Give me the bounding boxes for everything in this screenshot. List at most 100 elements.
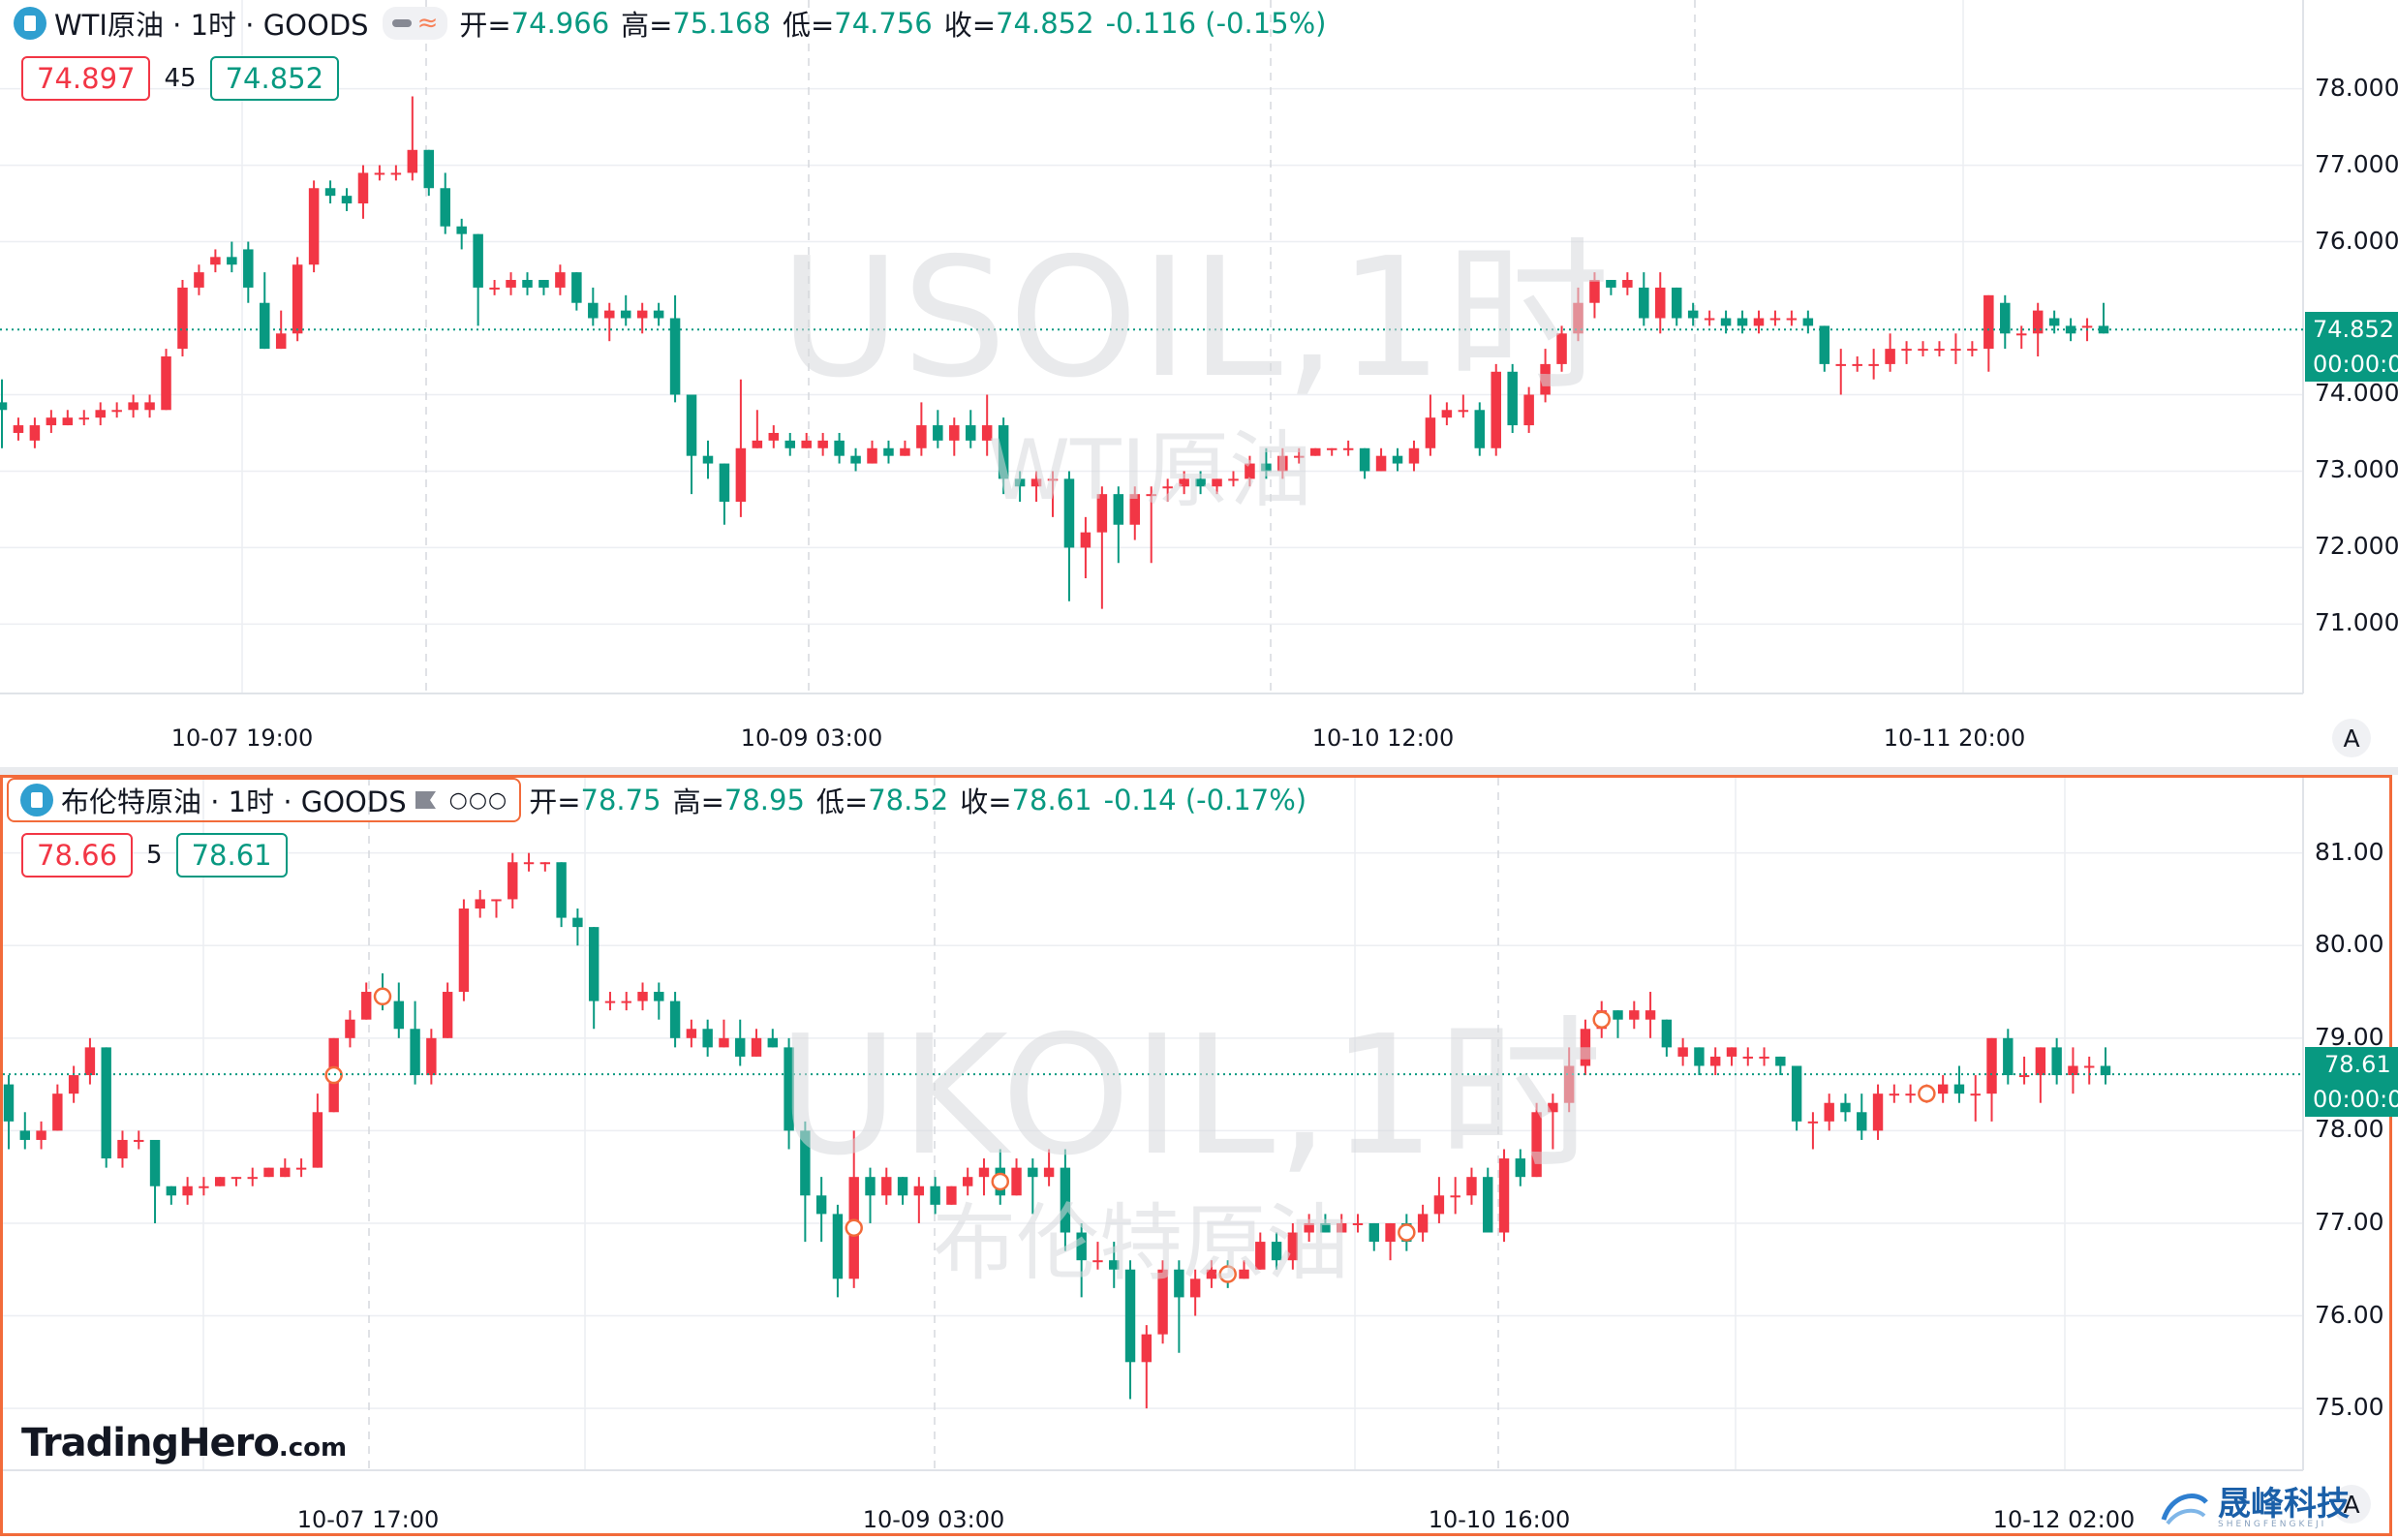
candle-body <box>1124 1269 1136 1363</box>
candle-body <box>539 862 551 865</box>
candle-body <box>538 280 549 288</box>
brent-symbol-title[interactable]: 布伦特原油 · 1时 · GOODS <box>61 785 407 818</box>
candle-body <box>897 1177 908 1196</box>
candle <box>2003 1029 2014 1085</box>
brent-chart-pane[interactable]: UKOIL,1时 布伦特原油 布伦特原油 · 1时 · GOODS ○○○ 开=… <box>0 775 2398 1536</box>
buy-price-button[interactable]: 74.852 <box>209 56 340 101</box>
candle-body <box>1523 394 1534 426</box>
candle-body <box>1474 410 1486 448</box>
wti-symbol-title[interactable]: WTI原油 · 1时 · GOODS <box>54 9 369 42</box>
flag-icon[interactable] <box>413 788 440 812</box>
low-label: 低= <box>782 9 835 42</box>
price-tick-label: 74.000 <box>2315 379 2398 408</box>
candle <box>507 852 518 909</box>
candle-body <box>1063 478 1075 548</box>
candle <box>1195 471 1206 495</box>
wave-icon[interactable]: ≈ <box>416 9 439 38</box>
candle-body <box>1392 455 1403 464</box>
sell-price-button[interactable]: 74.897 <box>21 56 151 101</box>
candle <box>177 280 188 356</box>
auto-scale-button[interactable]: A <box>2332 719 2371 757</box>
candle-body <box>1342 447 1354 450</box>
high-value: 75.168 <box>672 7 771 40</box>
candle <box>588 927 600 1030</box>
candle-body <box>1629 1010 1640 1020</box>
candle <box>1970 1075 1981 1122</box>
brent-candlestick-chart[interactable] <box>3 778 2389 1533</box>
candle <box>1742 1047 1753 1066</box>
candle-body <box>456 226 467 234</box>
wti-legend: WTI原油 · 1时 · GOODS ≈ 开= 74.966 高= 75.168 低… <box>14 2 1326 45</box>
candle <box>1491 363 1501 456</box>
candle <box>1047 471 1059 517</box>
candle <box>1645 992 1656 1038</box>
candle <box>1759 1047 1769 1066</box>
event-marker-icon <box>373 987 392 1006</box>
change-value: -0.116 (-0.15%) <box>1105 7 1327 40</box>
buy-price-button[interactable]: 78.61 <box>175 833 288 878</box>
candle <box>1753 310 1765 334</box>
candle <box>1309 447 1321 456</box>
candle-body <box>1937 1084 1949 1094</box>
candle-body <box>588 927 600 1001</box>
candle <box>1433 1177 1445 1223</box>
candle-body <box>128 402 138 411</box>
sell-price-button[interactable]: 78.66 <box>21 833 134 878</box>
candle-body <box>1458 410 1469 413</box>
candle-body <box>1983 294 1994 350</box>
candle-body <box>166 1186 177 1196</box>
candle <box>588 287 599 326</box>
wti-candlestick-chart[interactable] <box>0 0 2398 767</box>
wti-bid-ask-row: 74.897 45 74.852 <box>21 56 340 101</box>
candle <box>345 1010 355 1048</box>
candle <box>1030 471 1042 503</box>
price-tick-label: 76.000 <box>2315 226 2398 255</box>
candle <box>144 394 155 418</box>
candle-body <box>1271 1242 1282 1261</box>
indicator-toggle[interactable]: ≈ <box>382 7 448 40</box>
candle <box>1157 1260 1168 1344</box>
change-value: -0.14 (-0.17%) <box>1103 784 1307 816</box>
candle-body <box>981 425 993 441</box>
candle-body <box>1953 1084 1965 1094</box>
candle <box>489 280 500 295</box>
candle-body <box>1868 363 1879 366</box>
candle <box>719 463 730 525</box>
more-dots-icon[interactable]: ○○○ <box>448 787 508 813</box>
candle-body <box>572 917 583 928</box>
wti-chart-pane[interactable]: USOIL,1时 WTI原油 WTI原油 · 1时 · GOODS ≈ 开= 74… <box>0 0 2398 767</box>
candle-body <box>800 1130 811 1196</box>
candle-body <box>2018 1075 2030 1078</box>
candle-body <box>1483 1177 1493 1233</box>
candle-body <box>1905 1093 1916 1096</box>
dash-icon[interactable] <box>391 19 412 27</box>
price-tick-label: 71.000 <box>2315 608 2398 637</box>
candle <box>897 1177 908 1205</box>
price-tick-label: 77.00 <box>2315 1207 2384 1236</box>
spread-value: 5 <box>146 841 163 870</box>
candle <box>1629 1001 1640 1030</box>
candle-body <box>1872 1093 1884 1131</box>
last-price: 74.852 <box>2313 316 2394 343</box>
candle <box>36 1121 46 1150</box>
candle <box>621 992 631 1011</box>
candle <box>1835 349 1847 395</box>
candle-body <box>84 1047 96 1076</box>
candle <box>1498 1149 1510 1243</box>
candle-body <box>423 149 435 189</box>
candle <box>1655 272 1666 334</box>
candle-body <box>1466 1177 1477 1196</box>
candle-body <box>654 992 664 1001</box>
auto-scale-button[interactable]: A <box>2332 1485 2371 1524</box>
candle <box>84 1037 96 1085</box>
candle-body <box>1498 1158 1510 1233</box>
candle <box>2018 1056 2030 1085</box>
candle <box>292 257 303 342</box>
pane-separator[interactable] <box>0 767 2398 775</box>
candle-body <box>571 272 582 303</box>
candle <box>1109 1242 1120 1288</box>
candle-body <box>1179 478 1189 487</box>
candle-body <box>2003 1037 2014 1076</box>
candle-body <box>768 432 780 441</box>
brent-symbol-box[interactable]: 布伦特原油 · 1时 · GOODS ○○○ <box>7 778 522 822</box>
